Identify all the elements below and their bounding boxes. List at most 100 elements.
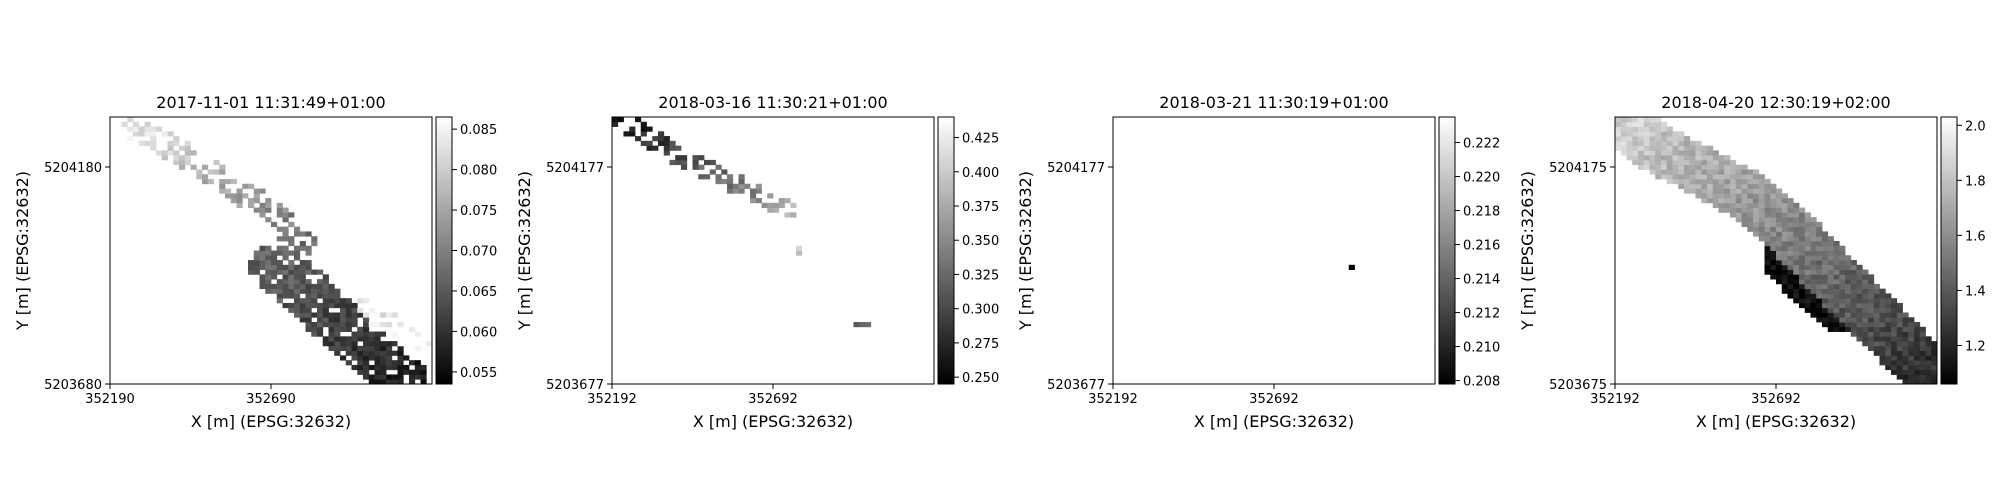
heatmap-cell — [397, 355, 404, 361]
heatmap-cell — [340, 336, 347, 342]
heatmap-cell — [1712, 150, 1719, 156]
heatmap-cell — [640, 121, 647, 127]
heatmap-cell — [282, 264, 289, 270]
heatmap-cell — [305, 288, 312, 294]
heatmap-cell — [1712, 198, 1719, 204]
heatmap-cell — [311, 283, 318, 290]
heatmap-cell — [1931, 360, 1938, 366]
heatmap-cell — [219, 183, 226, 189]
heatmap-cell — [380, 345, 387, 352]
heatmap-cell — [317, 283, 324, 290]
heatmap-cell — [1845, 288, 1852, 294]
heatmap-cell — [1891, 298, 1898, 304]
heatmap-cell — [1931, 341, 1938, 347]
heatmap-cell — [380, 369, 387, 375]
heatmap-cell — [1712, 169, 1719, 175]
heatmap-cell — [1891, 345, 1898, 352]
heatmap-cell — [1845, 279, 1852, 285]
heatmap-cell — [646, 140, 653, 147]
heatmap-cell — [380, 355, 387, 361]
heatmap-cell — [1902, 379, 1909, 385]
heatmap-cell — [738, 183, 745, 189]
heatmap-cell — [1908, 336, 1915, 342]
heatmap-cell — [1810, 298, 1817, 304]
heatmap-cell — [1833, 293, 1840, 299]
heatmap-cell — [322, 341, 329, 347]
heatmap-cell — [1833, 269, 1840, 275]
heatmap-cell — [1770, 274, 1777, 280]
heatmap-cell — [1850, 322, 1857, 328]
heatmap-cell — [276, 298, 283, 304]
x-tick-label: 352192 — [587, 392, 637, 407]
heatmap-cell — [276, 236, 283, 242]
heatmap-cell — [374, 350, 381, 356]
heatmap-cell — [663, 136, 670, 142]
heatmap-cell — [236, 198, 243, 204]
heatmap-cell — [1626, 150, 1633, 156]
heatmap-cell — [150, 126, 157, 132]
heatmap-cell — [1879, 341, 1886, 347]
heatmap-cell — [328, 326, 335, 332]
colorbar-tick-label: 0.375 — [962, 200, 999, 215]
heatmap-cell — [1816, 288, 1823, 294]
heatmap-cell — [1885, 355, 1892, 361]
heatmap-cell — [374, 341, 381, 347]
heatmap-cell — [1914, 336, 1921, 342]
heatmap-cell — [380, 364, 387, 371]
heatmap-cell — [1833, 274, 1840, 280]
heatmap-cell — [1810, 312, 1817, 318]
heatmap-cell — [1787, 264, 1794, 270]
heatmap-cell — [1661, 169, 1668, 175]
heatmap-cell — [409, 360, 416, 366]
heatmap-cell — [1730, 178, 1737, 185]
heatmap-cell — [709, 159, 716, 166]
heatmap-cell — [1638, 155, 1645, 161]
heatmap-cell — [1735, 178, 1742, 185]
heatmap-cell — [1735, 174, 1742, 180]
heatmap-cell — [1822, 260, 1829, 266]
heatmap-cell — [259, 202, 266, 208]
heatmap-cell — [288, 307, 295, 313]
heatmap-cell — [242, 193, 249, 199]
heatmap-cell — [1902, 350, 1909, 356]
heatmap-cell — [1632, 145, 1639, 151]
heatmap-cell — [1816, 279, 1823, 285]
heatmap-cell — [1793, 279, 1800, 285]
heatmap-cell — [1839, 279, 1846, 285]
heatmap-cell — [1908, 317, 1915, 323]
heatmap-cell — [1741, 164, 1748, 170]
heatmap-cell — [1856, 317, 1863, 323]
heatmap-cell — [305, 279, 312, 285]
heatmap-cell — [1908, 326, 1915, 332]
heatmap-cell — [276, 264, 283, 270]
y-tick-label: 5203680 — [44, 378, 102, 393]
heatmap-cell — [322, 302, 329, 309]
heatmap-cell — [1701, 174, 1708, 180]
heatmap-cell — [1839, 293, 1846, 299]
heatmap-cell — [1724, 169, 1731, 175]
heatmap-cell — [345, 307, 352, 313]
heatmap-cell — [317, 307, 324, 313]
heatmap-cell — [334, 302, 341, 309]
heatmap-cell — [1856, 331, 1863, 337]
heatmap-cell — [1684, 155, 1691, 161]
heatmap-cell — [1741, 178, 1748, 185]
heatmap-cell — [420, 379, 427, 385]
heatmap-cell — [1787, 260, 1794, 266]
heatmap-cell — [1873, 307, 1880, 313]
heatmap-cell — [1822, 322, 1829, 328]
heatmap-cell — [351, 355, 358, 361]
heatmap-cell — [1919, 379, 1926, 385]
heatmap-cell — [386, 360, 393, 366]
heatmap-cell — [1799, 269, 1806, 275]
heatmap-cell — [1845, 260, 1852, 266]
heatmap-cell — [1914, 326, 1921, 332]
heatmap-cell — [173, 136, 180, 142]
heatmap-cell — [1862, 307, 1869, 313]
heatmap-cell — [271, 264, 278, 270]
heatmap-cell — [294, 250, 301, 256]
heatmap-cell — [1793, 274, 1800, 280]
heatmap-cell — [1914, 364, 1921, 371]
heatmap-cell — [1919, 355, 1926, 361]
y-axis-label: Y [m] (EPSG:32632) — [1518, 171, 1537, 331]
